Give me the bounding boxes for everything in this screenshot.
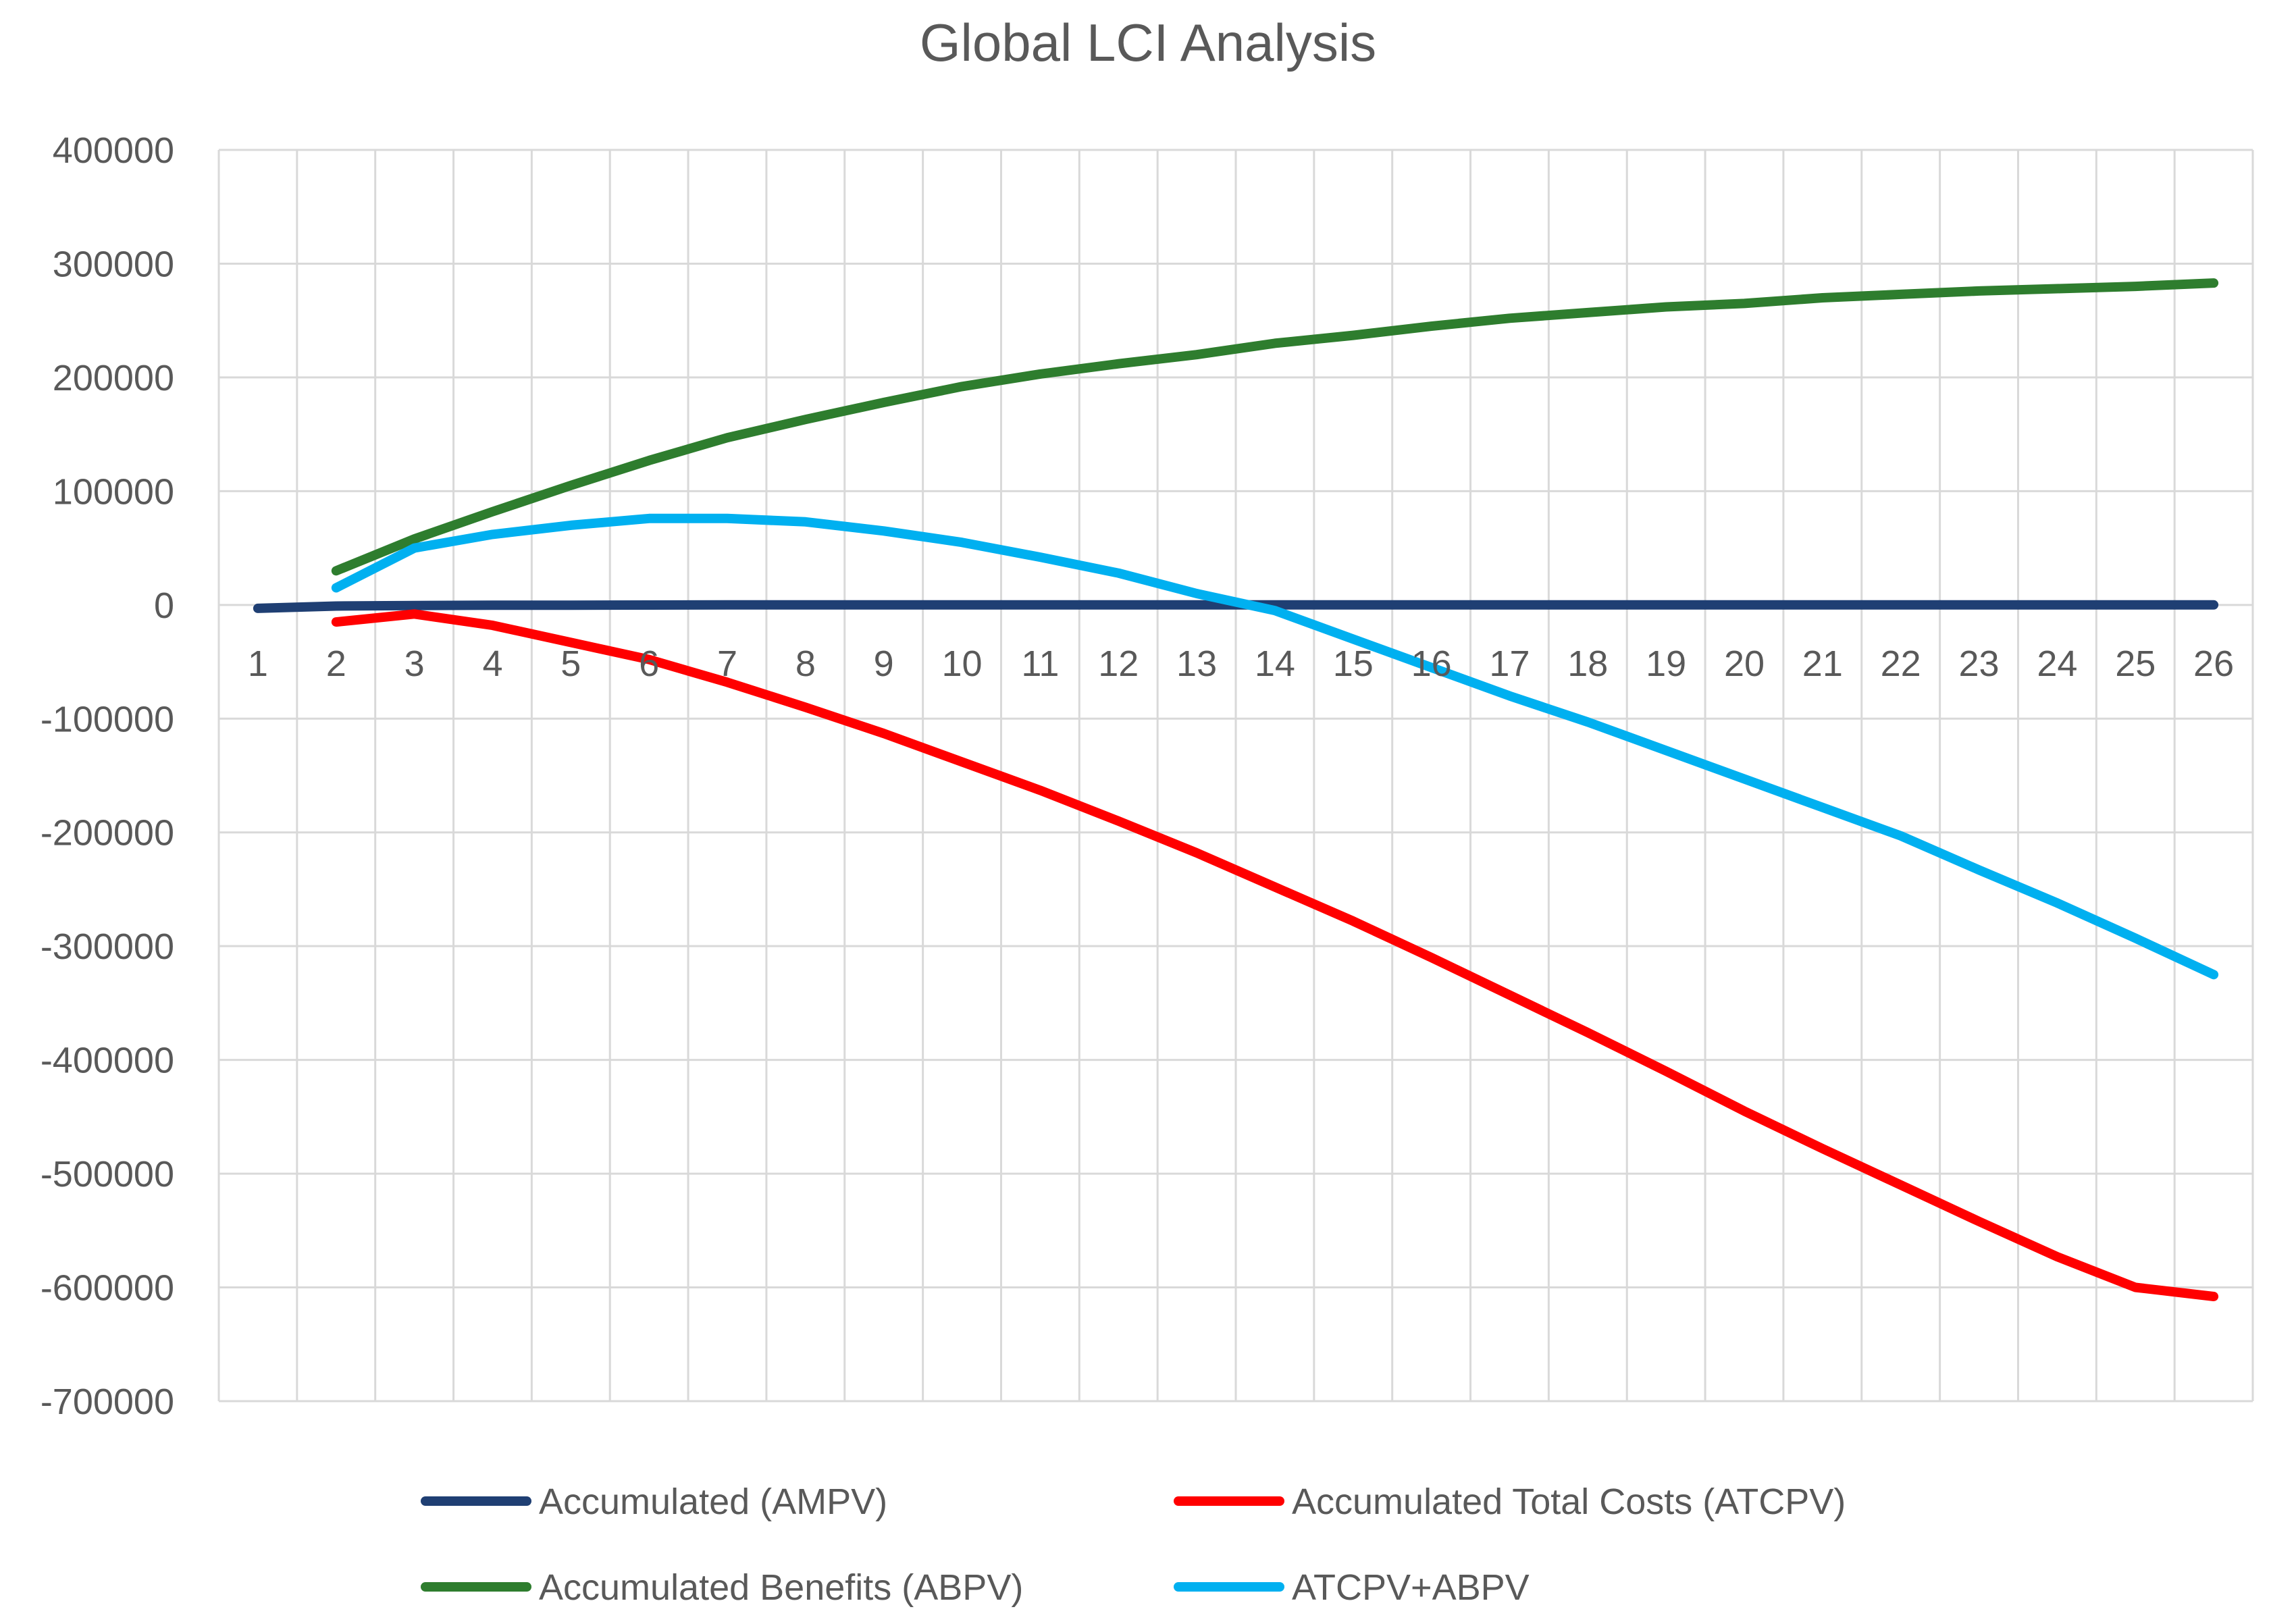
x-tick-label: 10 bbox=[941, 644, 982, 684]
legend-label: Accumulated (AMPV) bbox=[539, 1482, 887, 1522]
x-tick-label: 23 bbox=[1958, 644, 1999, 684]
x-tick-label: 17 bbox=[1489, 644, 1530, 684]
chart-title: Global LCI Analysis bbox=[920, 13, 1376, 72]
x-tick-label: 2 bbox=[326, 644, 346, 684]
x-tick-label: 16 bbox=[1411, 644, 1452, 684]
x-tick-label: 21 bbox=[1802, 644, 1843, 684]
grid-lines bbox=[217, 149, 2254, 1403]
x-tick-label: 18 bbox=[1567, 644, 1608, 684]
legend: Accumulated (AMPV) Accumulated Total Cost… bbox=[421, 1482, 1846, 1608]
y-tick-label: -200000 bbox=[41, 813, 174, 854]
x-tick-label: 11 bbox=[1021, 644, 1059, 684]
x-tick-label: 15 bbox=[1333, 644, 1374, 684]
y-tick-label: 200000 bbox=[53, 358, 174, 398]
y-tick-label: -500000 bbox=[41, 1154, 174, 1195]
x-tick-label: 13 bbox=[1176, 644, 1217, 684]
y-tick-label: 300000 bbox=[53, 244, 174, 284]
legend-label: ATCPV+ABPV bbox=[1292, 1567, 1530, 1608]
x-tick-label: 8 bbox=[795, 644, 816, 684]
y-tick-label: 0 bbox=[154, 585, 174, 626]
x-tick-label: 12 bbox=[1098, 644, 1139, 684]
legend-item-0: Accumulated (AMPV) bbox=[421, 1482, 887, 1522]
legend-label: Accumulated Benefits (ABPV) bbox=[539, 1567, 1023, 1608]
y-tick-label: -100000 bbox=[41, 699, 174, 739]
legend-item-1: Accumulated Total Costs (ATCPV) bbox=[1174, 1482, 1846, 1522]
legend-item-3: ATCPV+ABPV bbox=[1174, 1567, 1530, 1608]
y-tick-label: -700000 bbox=[41, 1382, 174, 1422]
x-tick-label: 19 bbox=[1646, 644, 1686, 684]
x-tick-label: 9 bbox=[874, 644, 894, 684]
x-tick-label: 7 bbox=[717, 644, 737, 684]
series-line-3 bbox=[331, 513, 2219, 980]
y-tick-label: -400000 bbox=[41, 1041, 174, 1081]
y-tick-label: 100000 bbox=[53, 471, 174, 512]
legend-label: Accumulated Total Costs (ATCPV) bbox=[1292, 1482, 1846, 1522]
legend-item-2: Accumulated Benefits (ABPV) bbox=[421, 1567, 1023, 1608]
y-tick-label: -300000 bbox=[41, 926, 174, 967]
x-tick-label: 24 bbox=[2037, 644, 2077, 684]
x-tick-label: 1 bbox=[248, 644, 268, 684]
y-tick-label: -600000 bbox=[41, 1268, 174, 1309]
x-tick-label: 20 bbox=[1724, 644, 1765, 684]
x-tick-label: 26 bbox=[2193, 644, 2234, 684]
series-line-2 bbox=[331, 278, 2219, 576]
x-tick-label: 22 bbox=[1881, 644, 1921, 684]
x-axis-tick-labels: 1 2 3 4 5 6 7 8 9 10 11 12 13 14 15 16 17 18 19 20 21 22 23 24 2… bbox=[248, 644, 2234, 684]
x-tick-label: 5 bbox=[560, 644, 581, 684]
x-tick-label: 4 bbox=[482, 644, 502, 684]
x-tick-label: 3 bbox=[405, 644, 425, 684]
x-tick-label: 14 bbox=[1255, 644, 1295, 684]
series-lines bbox=[253, 278, 2219, 1301]
x-tick-label: 25 bbox=[2115, 644, 2156, 684]
y-axis-tick-labels: 400000 300000 200000 100000 0 -100000 -200000 -… bbox=[41, 130, 174, 1422]
series-line-1 bbox=[331, 609, 2219, 1301]
y-tick-label: 400000 bbox=[53, 130, 174, 171]
x-tick-label: 6 bbox=[639, 644, 659, 684]
